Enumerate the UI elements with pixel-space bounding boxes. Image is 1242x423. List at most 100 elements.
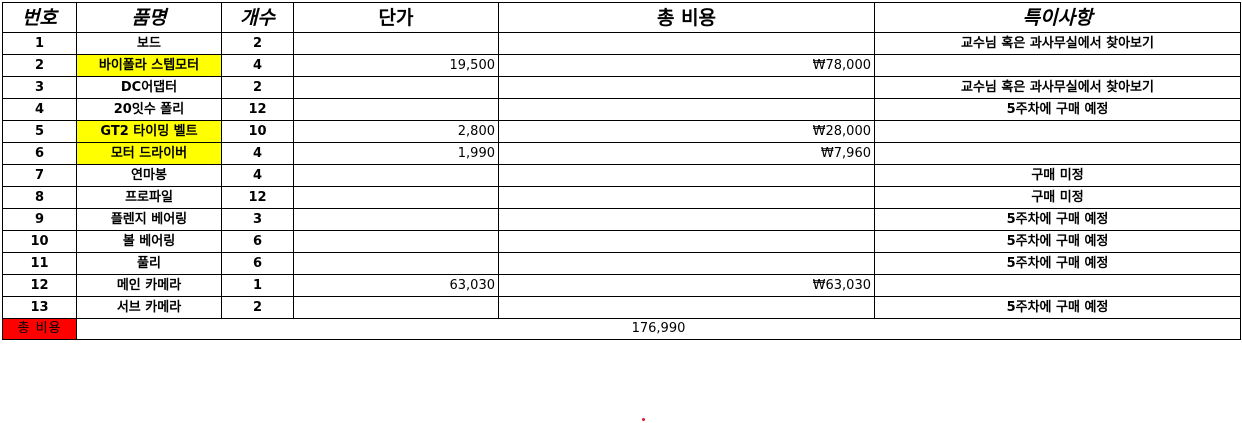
cell-item[interactable]: 모터 드라이버: [76, 142, 222, 165]
cell-qty[interactable]: 10: [221, 120, 294, 143]
cell-no[interactable]: 2: [2, 54, 77, 77]
cell-total-cost[interactable]: ₩28,000: [498, 120, 875, 143]
header-row: 번호 품명 개수 단가 총 비용 특이사항: [2, 2, 1241, 33]
cell-item[interactable]: 연마봉: [76, 164, 222, 187]
cell-unit-price[interactable]: [293, 98, 499, 121]
cell-no[interactable]: 6: [2, 142, 77, 165]
cell-qty[interactable]: 4: [221, 142, 294, 165]
cell-no[interactable]: 7: [2, 164, 77, 187]
cell-item[interactable]: 프로파일: [76, 186, 222, 209]
cell-unit-price[interactable]: [293, 164, 499, 187]
cell-item[interactable]: 보드: [76, 32, 222, 55]
cell-qty[interactable]: 2: [221, 76, 294, 99]
cell-notes[interactable]: 5주차에 구매 예정: [874, 98, 1241, 121]
cell-item[interactable]: DC어댑터: [76, 76, 222, 99]
cell-unit-price[interactable]: 19,500: [293, 54, 499, 77]
cell-qty[interactable]: 4: [221, 54, 294, 77]
cell-no[interactable]: 4: [2, 98, 77, 121]
total-value-cell[interactable]: 176,990: [76, 318, 1241, 340]
cell-item[interactable]: 볼 베어링: [76, 230, 222, 253]
cell-item[interactable]: 메인 카메라: [76, 274, 222, 297]
cell-item[interactable]: 20잇수 폴리: [76, 98, 222, 121]
cell-total-cost[interactable]: [498, 230, 875, 253]
cell-qty[interactable]: 4: [221, 164, 294, 187]
table-row: 10 볼 베어링 6 5주차에 구매 예정: [2, 230, 1241, 253]
cell-no[interactable]: 10: [2, 230, 77, 253]
cell-qty[interactable]: 3: [221, 208, 294, 231]
cost-sheet-table: 번호 품명 개수 단가 총 비용 특이사항 1 보드 2 교수님 혹은 과사무실에서 …: [2, 2, 1241, 340]
cell-unit-price[interactable]: [293, 76, 499, 99]
cell-unit-price[interactable]: [293, 208, 499, 231]
cell-total-cost[interactable]: [498, 76, 875, 99]
header-qty[interactable]: 개수: [221, 2, 294, 33]
cell-notes[interactable]: 구매 미정: [874, 186, 1241, 209]
cell-qty[interactable]: 6: [221, 230, 294, 253]
cell-no[interactable]: 8: [2, 186, 77, 209]
cell-unit-price[interactable]: 1,990: [293, 142, 499, 165]
cell-total-cost[interactable]: ₩78,000: [498, 54, 875, 77]
table-row: 4 20잇수 폴리 12 5주차에 구매 예정: [2, 98, 1241, 121]
cell-item[interactable]: 풀리: [76, 252, 222, 275]
cell-item[interactable]: 플렌지 베어링: [76, 208, 222, 231]
cell-no[interactable]: 5: [2, 120, 77, 143]
cell-no[interactable]: 12: [2, 274, 77, 297]
cell-unit-price[interactable]: [293, 230, 499, 253]
cell-item[interactable]: GT2 타이밍 벨트: [76, 120, 222, 143]
table-row: 11 풀리 6 5주차에 구매 예정: [2, 252, 1241, 275]
cell-notes[interactable]: [874, 274, 1241, 297]
cell-notes[interactable]: 구매 미정: [874, 164, 1241, 187]
cell-qty[interactable]: 1: [221, 274, 294, 297]
cell-total-cost[interactable]: [498, 252, 875, 275]
cell-no[interactable]: 3: [2, 76, 77, 99]
cell-total-cost[interactable]: [498, 98, 875, 121]
cell-notes[interactable]: [874, 120, 1241, 143]
cell-notes[interactable]: [874, 54, 1241, 77]
header-item[interactable]: 품명: [76, 2, 222, 33]
cell-unit-price[interactable]: [293, 32, 499, 55]
header-total-cost[interactable]: 총 비용: [498, 2, 875, 33]
cell-notes[interactable]: 5주차에 구매 예정: [874, 208, 1241, 231]
cell-item[interactable]: 바이폴라 스텝모터: [76, 54, 222, 77]
cell-notes[interactable]: 교수님 혹은 과사무실에서 찾아보기: [874, 76, 1241, 99]
cell-total-cost[interactable]: [498, 164, 875, 187]
cell-notes[interactable]: 5주차에 구매 예정: [874, 296, 1241, 319]
cell-qty[interactable]: 12: [221, 98, 294, 121]
cell-no[interactable]: 9: [2, 208, 77, 231]
cell-unit-price[interactable]: 2,800: [293, 120, 499, 143]
cell-total-cost[interactable]: [498, 186, 875, 209]
cell-unit-price[interactable]: [293, 252, 499, 275]
cell-qty[interactable]: 2: [221, 32, 294, 55]
cell-total-cost[interactable]: [498, 296, 875, 319]
cell-no[interactable]: 11: [2, 252, 77, 275]
header-unit-price[interactable]: 단가: [293, 2, 499, 33]
table-row: 7 연마봉 4 구매 미정: [2, 164, 1241, 187]
table-row: 2 바이폴라 스텝모터 4 19,500 ₩78,000: [2, 54, 1241, 77]
cell-notes[interactable]: 5주차에 구매 예정: [874, 230, 1241, 253]
stray-red-dot: [642, 418, 645, 421]
cell-qty[interactable]: 6: [221, 252, 294, 275]
total-row: 총 비용 176,990: [2, 318, 1241, 340]
table-body: 1 보드 2 교수님 혹은 과사무실에서 찾아보기 2 바이폴라 스텝모터 4 19,500 ₩…: [2, 32, 1241, 319]
table-row: 9 플렌지 베어링 3 5주차에 구매 예정: [2, 208, 1241, 231]
cell-unit-price[interactable]: [293, 296, 499, 319]
table-row: 13 서브 카메라 2 5주차에 구매 예정: [2, 296, 1241, 319]
cell-qty[interactable]: 2: [221, 296, 294, 319]
cell-notes[interactable]: 교수님 혹은 과사무실에서 찾아보기: [874, 32, 1241, 55]
cell-unit-price[interactable]: [293, 186, 499, 209]
cell-qty[interactable]: 12: [221, 186, 294, 209]
header-no[interactable]: 번호: [2, 2, 77, 33]
cell-total-cost[interactable]: [498, 208, 875, 231]
total-label-cell[interactable]: 총 비용: [2, 318, 77, 340]
cell-no[interactable]: 1: [2, 32, 77, 55]
table-row: 8 프로파일 12 구매 미정: [2, 186, 1241, 209]
cell-total-cost[interactable]: [498, 32, 875, 55]
cell-total-cost[interactable]: ₩63,030: [498, 274, 875, 297]
cell-notes[interactable]: [874, 142, 1241, 165]
cell-unit-price[interactable]: 63,030: [293, 274, 499, 297]
cell-notes[interactable]: 5주차에 구매 예정: [874, 252, 1241, 275]
table-row: 3 DC어댑터 2 교수님 혹은 과사무실에서 찾아보기: [2, 76, 1241, 99]
cell-item[interactable]: 서브 카메라: [76, 296, 222, 319]
cell-total-cost[interactable]: ₩7,960: [498, 142, 875, 165]
cell-no[interactable]: 13: [2, 296, 77, 319]
header-notes[interactable]: 특이사항: [874, 2, 1241, 33]
